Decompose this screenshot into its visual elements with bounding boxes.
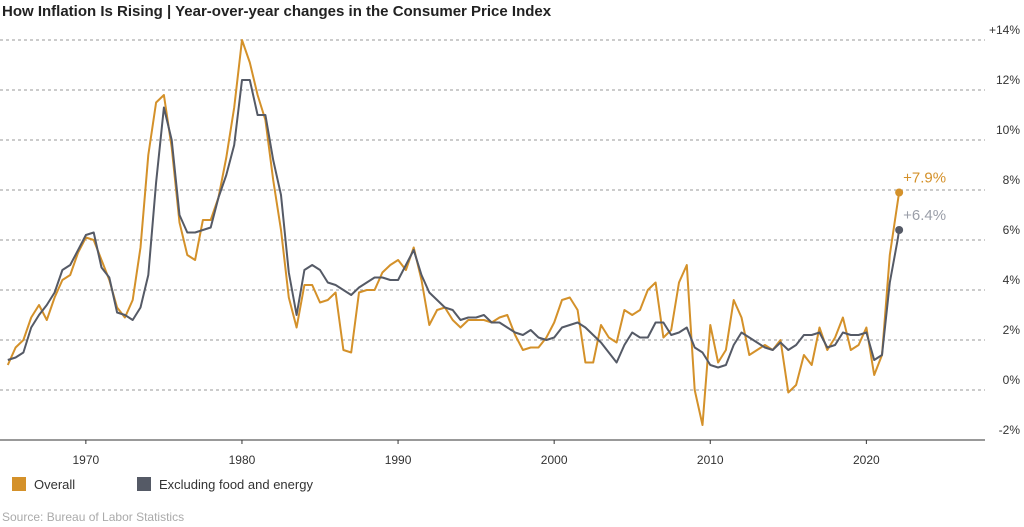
end-point (895, 188, 904, 197)
x-tick-label: 2020 (853, 453, 880, 467)
end-point (895, 226, 904, 234)
end-label: +6.4% (903, 207, 946, 224)
y-tick-label: 6% (1003, 223, 1021, 237)
series-line (7, 79, 901, 369)
y-tick-label: 0% (1003, 373, 1021, 387)
x-tick-label: 2000 (541, 453, 568, 467)
y-tick-label: 12% (996, 73, 1020, 87)
y-tick-label: 8% (1003, 173, 1021, 187)
x-tick-label: 1970 (73, 453, 100, 467)
end-label: +7.9% (903, 170, 946, 187)
legend-swatch (12, 477, 26, 491)
x-tick-label: 1990 (385, 453, 412, 467)
legend-swatch (137, 477, 151, 491)
legend-label: Overall (34, 477, 75, 492)
y-tick-label: 10% (996, 123, 1020, 137)
y-tick-label: +14% (989, 23, 1020, 37)
y-tick-label: 2% (1003, 323, 1021, 337)
y-tick-label: 4% (1003, 273, 1021, 287)
chart-title: How Inflation Is Rising | Year-over-year… (2, 3, 552, 20)
x-tick-label: 1980 (229, 453, 256, 467)
source: Source: Bureau of Labor Statistics (2, 510, 184, 524)
series-line (6, 39, 901, 426)
x-tick-label: 2010 (697, 453, 724, 467)
legend-label: Excluding food and energy (159, 477, 313, 492)
y-tick-label: -2% (999, 423, 1021, 437)
